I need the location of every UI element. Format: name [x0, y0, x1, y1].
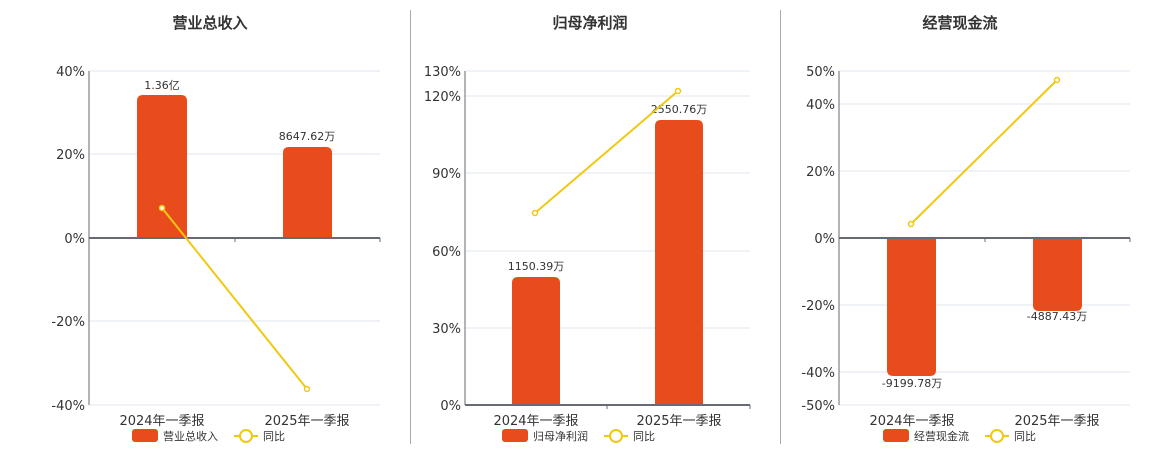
legend-bar-swatch-icon — [502, 429, 528, 442]
x-tick: 2024年一季报 — [119, 414, 204, 429]
panel-divider — [780, 10, 781, 444]
y-tick: -40% — [51, 399, 85, 414]
x-tick: 2025年一季报 — [264, 414, 349, 429]
bar[interactable] — [283, 147, 332, 238]
legend-line-label[interactable]: 同比 — [633, 430, 655, 443]
legend-line-label[interactable]: 同比 — [1014, 430, 1036, 443]
chart-panel-operating-cashflow: 经营现金流 50% 40% 20% 0% -20% -40% -50% — [781, 0, 1160, 450]
y-tick: 50% — [806, 65, 835, 80]
legend-line-marker-icon — [990, 429, 1004, 443]
bar[interactable] — [512, 277, 560, 405]
legend-bar-swatch-icon — [132, 429, 158, 442]
legend-bar-label[interactable]: 营业总收入 — [163, 429, 218, 443]
x-tick: 2025年一季报 — [636, 414, 721, 429]
y-tick: 40% — [806, 98, 835, 113]
line-point[interactable] — [158, 204, 166, 212]
y-tick: 20% — [806, 165, 835, 180]
line-point[interactable] — [907, 220, 915, 228]
yoy-line — [534, 90, 679, 214]
legend-line-label[interactable]: 同比 — [263, 430, 285, 443]
y-tick: -20% — [801, 299, 835, 314]
line-point[interactable] — [531, 209, 539, 217]
chart-panel-net-profit: 归母净利润 130% 120% 90% 60% 30% 0% — [411, 0, 780, 450]
y-tick: 60% — [432, 245, 461, 260]
y-tick: 90% — [432, 167, 461, 182]
panel-divider — [410, 10, 411, 444]
bar[interactable] — [1033, 238, 1082, 311]
bar-value-label: -9199.78万 — [882, 377, 942, 390]
x-tick: 2024年一季报 — [869, 414, 954, 429]
line-point[interactable] — [303, 385, 311, 393]
legend-bar-swatch-icon — [883, 429, 909, 442]
line-point[interactable] — [674, 87, 682, 95]
chart-title: 经营现金流 — [922, 14, 998, 32]
legend[interactable]: 归母净利润 同比 — [502, 429, 655, 443]
chart-panel-revenue: 营业总收入 40% 20% 0% -20% -40% 1.36亿 8647.62… — [0, 0, 410, 450]
legend-bar-label[interactable]: 经营现金流 — [914, 429, 969, 443]
net-profit-chart: 130% 120% 90% 60% 30% 0% 1150.39万 2550.7… — [424, 65, 751, 443]
yoy-line — [910, 79, 1058, 225]
revenue-chart: 40% 20% 0% -20% -40% 1.36亿 8647.62万 2024… — [51, 65, 381, 443]
y-tick: 130% — [424, 65, 461, 80]
chart-title: 营业总收入 — [172, 14, 248, 32]
legend[interactable]: 营业总收入 同比 — [132, 429, 285, 443]
y-tick: -40% — [801, 366, 835, 381]
line-point[interactable] — [1053, 76, 1061, 84]
y-tick: -20% — [51, 315, 85, 330]
y-tick: 0% — [814, 232, 835, 247]
legend-line-marker-icon — [239, 429, 253, 443]
legend[interactable]: 经营现金流 同比 — [883, 429, 1036, 443]
legend-line-marker-icon — [609, 429, 623, 443]
yoy-line — [161, 207, 308, 390]
y-tick: 120% — [424, 90, 461, 105]
x-tick: 2025年一季报 — [1014, 414, 1099, 429]
y-tick: 0% — [64, 232, 85, 247]
y-tick: 40% — [56, 65, 85, 80]
bar-value-label: 1.36亿 — [144, 79, 180, 92]
bar[interactable] — [887, 238, 936, 376]
y-tick: 30% — [432, 322, 461, 337]
y-tick: 20% — [56, 148, 85, 163]
chart-title: 归母净利润 — [552, 14, 628, 32]
bar[interactable] — [137, 95, 187, 238]
x-tick: 2024年一季报 — [493, 414, 578, 429]
bar-value-label: 1150.39万 — [508, 260, 565, 273]
bar[interactable] — [655, 120, 703, 405]
y-tick: 0% — [440, 399, 461, 414]
legend-bar-label[interactable]: 归母净利润 — [533, 429, 588, 443]
bar-value-label: 2550.76万 — [651, 103, 708, 116]
bar-value-label: 8647.62万 — [279, 130, 336, 143]
y-tick: -50% — [801, 399, 835, 414]
grid-lines — [89, 70, 380, 406]
bar-value-label: -4887.43万 — [1027, 310, 1087, 323]
cashflow-chart: 50% 40% 20% 0% -20% -40% -50% -9199.78万 … — [801, 65, 1131, 443]
